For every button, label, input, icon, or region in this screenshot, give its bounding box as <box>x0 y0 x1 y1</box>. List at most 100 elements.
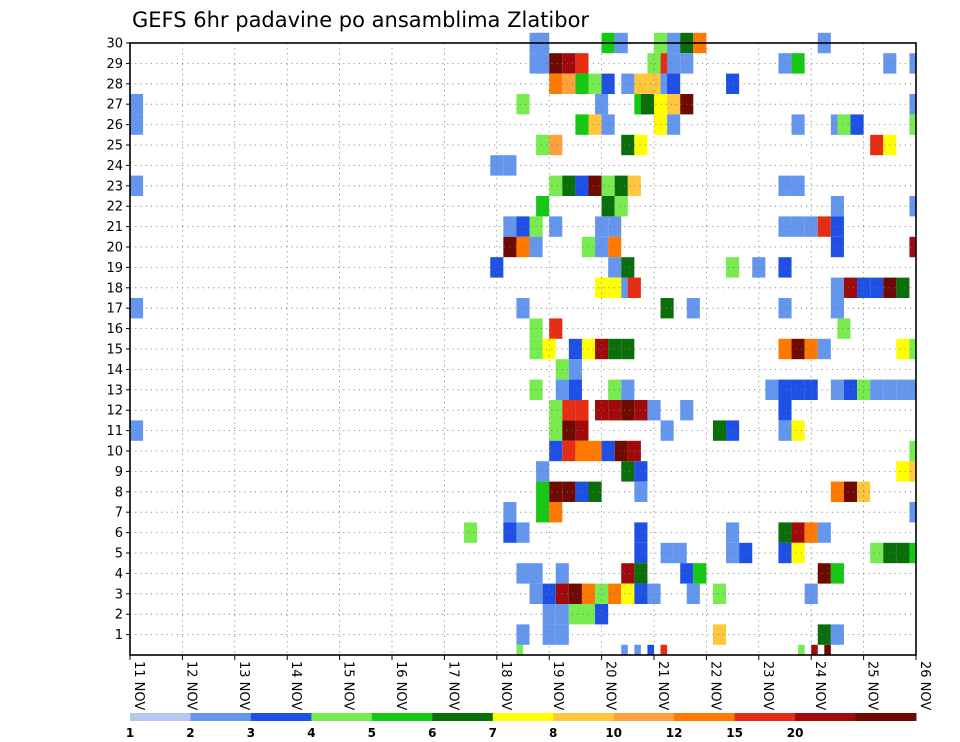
precip-cell <box>601 440 615 462</box>
precip-cell <box>516 216 530 237</box>
precip-cell <box>595 400 609 421</box>
precip-cell <box>870 277 884 298</box>
legend-swatch <box>130 713 191 721</box>
precip-cell <box>791 542 805 564</box>
precip-cell <box>712 624 727 645</box>
precip-cell <box>562 440 576 462</box>
precip-cell <box>568 583 582 604</box>
precip-cell <box>588 114 602 135</box>
precip-cell <box>693 563 707 584</box>
precip-cell <box>601 175 615 196</box>
precip-cell <box>595 583 609 604</box>
precip-cell <box>549 420 563 441</box>
precip-cell <box>130 114 144 135</box>
precip-cell <box>621 338 635 360</box>
legend-swatch <box>734 713 796 721</box>
precip-cell <box>817 624 831 645</box>
precip-cell <box>667 73 681 94</box>
precip-cell <box>575 481 589 502</box>
precip-cell <box>621 73 635 94</box>
precip-cell <box>909 502 916 523</box>
precip-cell <box>516 522 530 543</box>
legend-label: 7 <box>489 726 497 740</box>
precip-cell <box>595 94 609 115</box>
precip-cell <box>778 400 792 421</box>
precip-cell <box>549 53 563 74</box>
precip-cell <box>896 379 910 400</box>
precip-cell <box>568 359 582 380</box>
precip-cell <box>909 114 916 135</box>
legend-swatch <box>190 713 252 721</box>
x-tick-label: 17 NOV <box>445 661 460 710</box>
precip-cell <box>726 420 740 441</box>
x-tick-label: 21 NOV <box>655 661 670 710</box>
legend-label: 2 <box>186 726 194 740</box>
precip-cell <box>791 114 805 135</box>
precip-cell <box>575 440 589 462</box>
x-tick-label: 26 NOV <box>917 661 932 710</box>
precip-cell <box>791 379 805 400</box>
precip-cell <box>634 522 648 543</box>
y-tick-label: 5 <box>115 547 123 562</box>
precip-cell <box>778 379 792 400</box>
precip-cell <box>634 583 648 604</box>
legend-swatch <box>250 713 312 721</box>
precip-cell <box>562 73 576 94</box>
legend-label: 5 <box>368 726 376 740</box>
precip-cell <box>634 461 648 482</box>
legend-label: 15 <box>726 726 743 740</box>
precip-cell <box>726 73 740 94</box>
precip-cell <box>568 379 582 400</box>
x-tick-label: 24 NOV <box>812 661 827 710</box>
precip-cell <box>595 216 609 237</box>
y-tick-label: 30 <box>106 37 123 52</box>
precip-cell <box>588 481 602 502</box>
precip-cell <box>660 644 668 655</box>
precip-cell <box>817 338 831 360</box>
precip-cell <box>647 644 654 655</box>
precip-cell <box>817 563 831 584</box>
precip-cell <box>549 175 563 196</box>
precip-cell <box>549 216 563 237</box>
y-tick-label: 6 <box>115 526 123 541</box>
precip-cell <box>575 420 589 441</box>
precip-cell <box>791 216 805 237</box>
precip-cell <box>542 624 556 645</box>
precip-cell <box>660 420 674 441</box>
y-tick-label: 26 <box>106 118 123 133</box>
precip-cell <box>549 73 563 94</box>
precip-cell <box>621 134 635 156</box>
precip-cell <box>588 73 602 94</box>
x-tick-label: 13 NOV <box>236 661 251 710</box>
y-tick-label: 20 <box>106 241 123 256</box>
precip-cell <box>549 481 563 502</box>
chart-title: GEFS 6hr padavine po ansamblima Zlatibor <box>132 8 589 32</box>
precip-cell <box>627 175 641 196</box>
precip-cell <box>726 257 740 278</box>
legend-swatch <box>855 713 917 721</box>
legend-label: 1 <box>126 726 134 740</box>
precip-cell <box>791 338 805 360</box>
precip-cell <box>595 604 609 625</box>
legend-swatch <box>553 713 615 721</box>
precip-cell <box>130 420 144 441</box>
precip-cell <box>568 604 582 625</box>
precip-cell <box>588 440 602 462</box>
precip-cell <box>601 73 615 94</box>
precip-cell <box>660 298 674 319</box>
precip-cell <box>634 481 648 502</box>
precip-cell <box>667 94 681 115</box>
x-tick-label: 23 NOV <box>760 661 775 710</box>
x-tick-label: 15 NOV <box>341 661 356 710</box>
precip-cell <box>549 440 563 462</box>
legend-label: 20 <box>787 726 804 740</box>
precip-cell <box>536 53 550 74</box>
precip-cell <box>516 624 530 645</box>
y-tick-label: 12 <box>106 404 123 419</box>
precip-cell <box>536 461 550 482</box>
y-tick-label: 25 <box>106 139 123 154</box>
precip-cell <box>778 420 792 441</box>
legend-swatch <box>795 713 857 721</box>
precip-cell <box>824 644 831 655</box>
precip-cell <box>817 522 831 543</box>
